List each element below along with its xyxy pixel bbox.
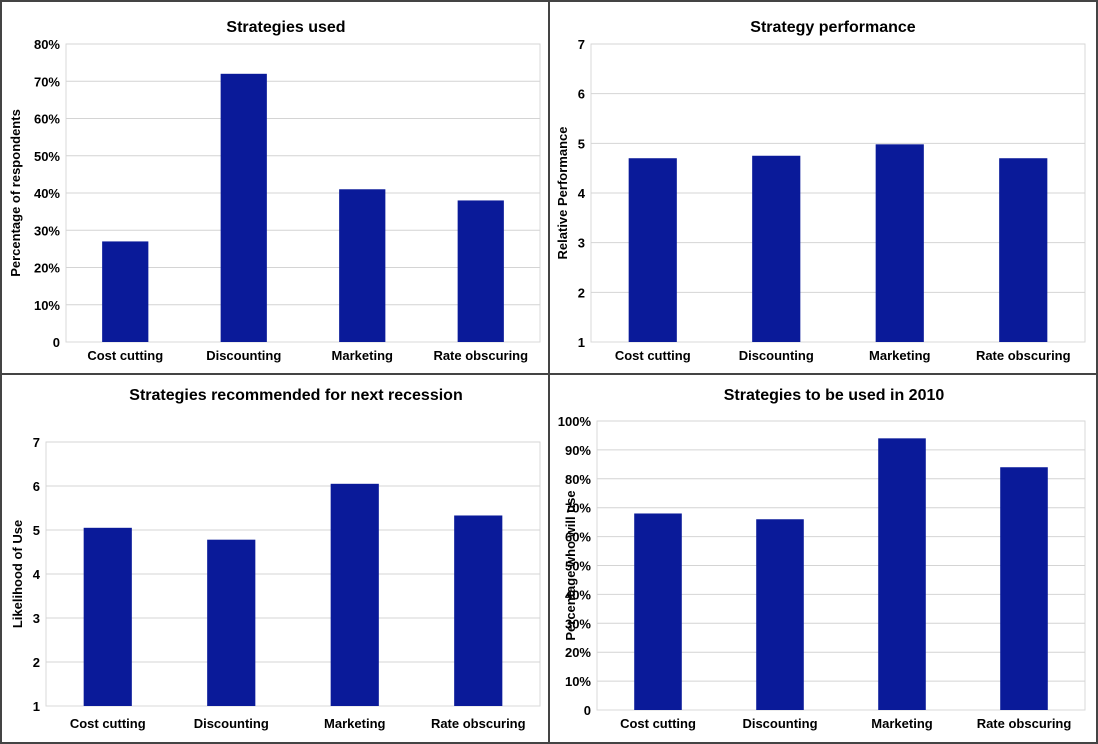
chart-title: Strategies used bbox=[226, 19, 345, 36]
y-axis-label: Percentage who will use bbox=[563, 490, 578, 640]
y-tick-label: 6 bbox=[578, 87, 585, 102]
chart-panel-strategy-performance: 1 2 3 4 5 6 7 Cost cutting Discounting Marketing R… bbox=[551, 2, 1096, 372]
y-tick-label: 3 bbox=[578, 236, 585, 251]
y-axis-label: Percentage of respondents bbox=[8, 109, 23, 277]
bar-chart-2: 1 2 3 4 5 6 7 Cost cutting Discounting Marketing R… bbox=[10, 380, 541, 731]
y-tick-label: 3 bbox=[33, 611, 40, 626]
category-label: Marketing bbox=[324, 716, 385, 731]
y-tick-label: 10% bbox=[34, 298, 60, 313]
category-label: Cost cutting bbox=[87, 348, 163, 363]
y-axis-label: Relative Performance bbox=[555, 127, 570, 260]
chart-title: Strategies recommended for next recessio… bbox=[129, 387, 462, 404]
category-label: Marketing bbox=[869, 348, 930, 363]
category-label: Marketing bbox=[332, 348, 393, 363]
y-tick-label: 20% bbox=[565, 645, 591, 660]
category-label: Cost cutting bbox=[620, 716, 696, 731]
bar bbox=[1000, 467, 1048, 710]
bar bbox=[330, 483, 379, 706]
bar bbox=[339, 189, 386, 342]
y-tick-label: 0 bbox=[584, 703, 591, 718]
bar bbox=[102, 241, 149, 342]
y-tick-label: 6 bbox=[33, 479, 40, 494]
category-label: Marketing bbox=[871, 716, 932, 731]
bar bbox=[756, 519, 804, 710]
y-axis-label: Likelihood of Use bbox=[10, 520, 25, 628]
bar bbox=[634, 513, 682, 710]
chart-panel-strategies-2010: 0 10% 20% 30% 40% 50% 60% 70% 80% 90% 100% Cost cut… bbox=[551, 376, 1096, 742]
y-tick-label: 80% bbox=[34, 37, 60, 52]
y-tick-label: 90% bbox=[565, 443, 591, 458]
y-tick-label: 80% bbox=[565, 472, 591, 487]
bar bbox=[752, 155, 801, 342]
category-label: Discounting bbox=[206, 348, 281, 363]
y-tick-label: 30% bbox=[34, 223, 60, 238]
bar-chart-3: 010%20%30%40%50%60%70%80%90%100%Cost cut… bbox=[558, 380, 1086, 731]
category-label: Rate obscuring bbox=[433, 348, 528, 363]
category-label: Discounting bbox=[194, 716, 269, 731]
y-tick-label: 4 bbox=[578, 186, 586, 201]
chart-panel-strategies-used: 0 10% 20% 30% 40% 50% 60% 70% 80% Cost cutting Dis… bbox=[2, 2, 547, 372]
bar bbox=[220, 73, 267, 343]
category-label: Discounting bbox=[739, 348, 814, 363]
bar bbox=[875, 144, 924, 342]
bar-chart-0: 0 10% 20% 30% 40% 50% 60% 70% 80% Cost cutting Dis… bbox=[8, 8, 541, 363]
category-label: Discounting bbox=[742, 716, 817, 731]
y-tick-label: 70% bbox=[34, 74, 60, 89]
category-label: Rate obscuring bbox=[976, 348, 1071, 363]
category-label: Rate obscuring bbox=[977, 716, 1072, 731]
y-tick-label: 2 bbox=[33, 655, 40, 670]
y-tick-label: 50% bbox=[34, 149, 60, 164]
y-tick-label: 5 bbox=[578, 136, 585, 151]
category-label: Rate obscuring bbox=[431, 716, 526, 731]
bar bbox=[999, 158, 1048, 342]
bar-chart-1: 1 2 3 4 5 6 7 Cost cutting Discounting Marketing R… bbox=[555, 8, 1086, 363]
y-tick-label: 100% bbox=[558, 414, 592, 429]
bar bbox=[207, 539, 256, 706]
y-tick-label: 60% bbox=[34, 112, 60, 127]
chart-title: Strategies to be used in 2010 bbox=[724, 387, 945, 404]
bar bbox=[454, 515, 503, 706]
y-tick-label: 7 bbox=[33, 435, 40, 450]
category-label: Cost cutting bbox=[70, 716, 146, 731]
y-tick-label: 20% bbox=[34, 261, 60, 276]
y-tick-label: 0 bbox=[53, 335, 60, 350]
chart-title: Strategy performance bbox=[750, 19, 915, 36]
bar bbox=[457, 200, 504, 342]
bar bbox=[83, 527, 132, 706]
bar bbox=[878, 438, 926, 710]
y-tick-label: 1 bbox=[578, 335, 585, 350]
bar bbox=[628, 158, 677, 342]
y-tick-label: 40% bbox=[34, 186, 60, 201]
y-tick-label: 7 bbox=[578, 37, 585, 52]
y-tick-label: 1 bbox=[33, 699, 40, 714]
y-tick-label: 10% bbox=[565, 674, 591, 689]
category-label: Cost cutting bbox=[615, 348, 691, 363]
y-tick-label: 2 bbox=[578, 285, 585, 300]
y-tick-label: 4 bbox=[33, 567, 41, 582]
chart-panel-strategies-recommended: 1 2 3 4 5 6 7 Cost cutting Discounting Marketing R… bbox=[2, 376, 547, 742]
y-tick-label: 5 bbox=[33, 523, 40, 538]
